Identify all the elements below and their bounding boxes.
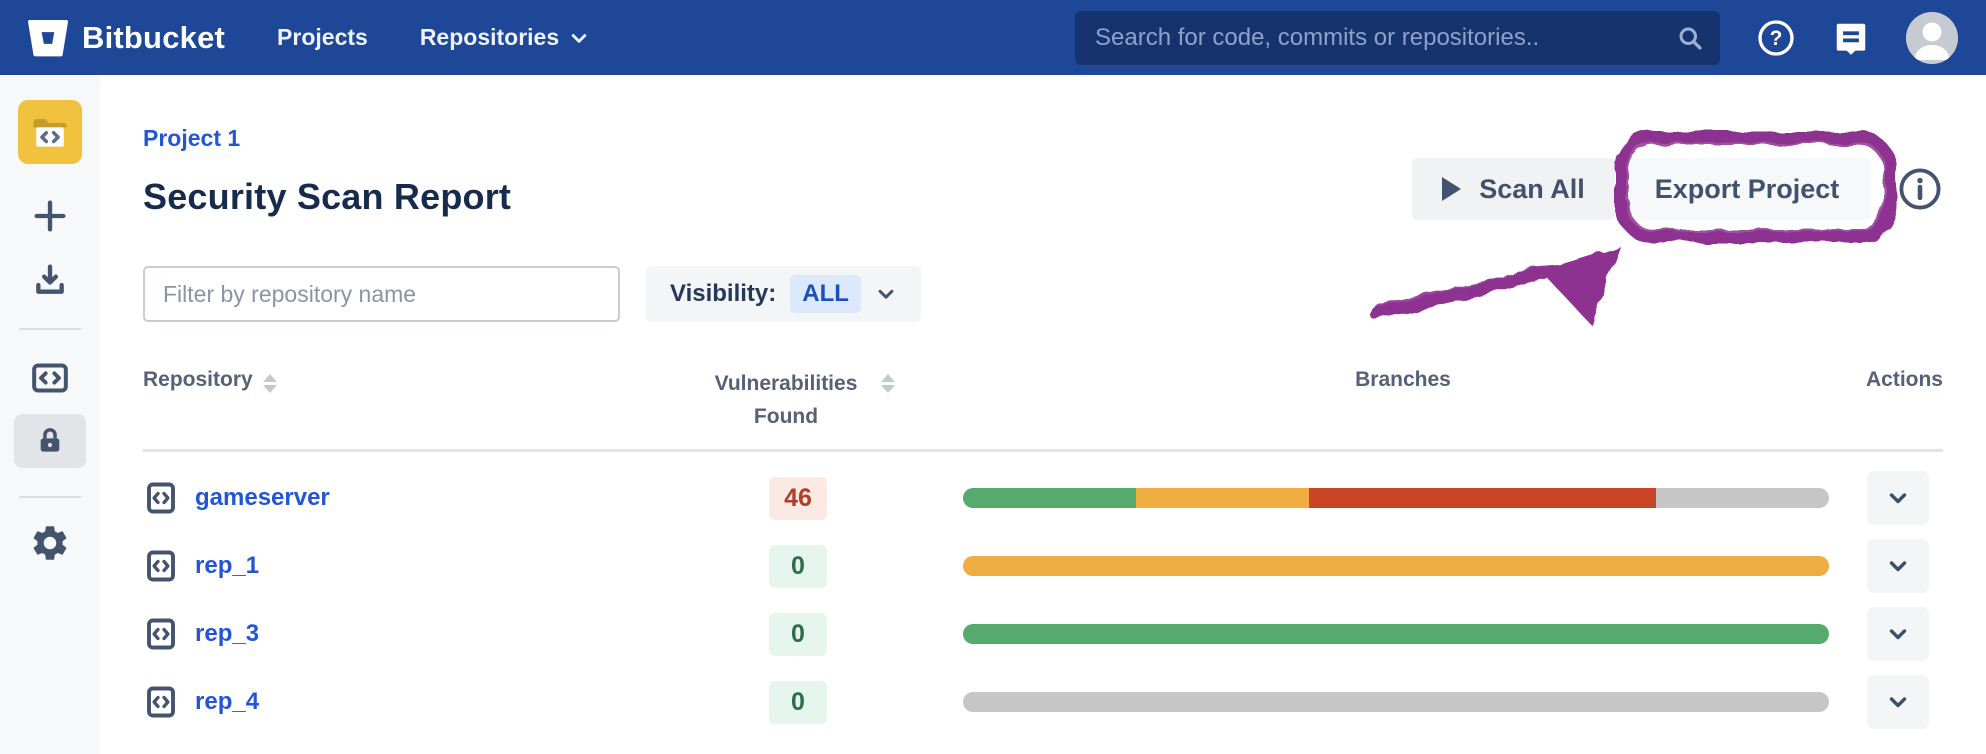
repo-code-icon — [147, 550, 175, 582]
nav-projects[interactable]: Projects — [277, 24, 368, 50]
repo-link[interactable]: gameserver — [195, 484, 330, 512]
bitbucket-logo-icon — [28, 19, 68, 56]
brand-name: Bitbucket — [82, 19, 226, 55]
vulnerability-count-badge: 46 — [769, 476, 827, 520]
chevron-down-icon — [571, 33, 587, 43]
filter-bar: Visibility: ALL — [143, 266, 1943, 322]
vulnerability-count-badge: 0 — [769, 612, 827, 656]
repository-table: Repository Vulnerabilities Found Branche… — [143, 368, 1943, 736]
sidebar-item-security[interactable] — [14, 414, 86, 468]
row-actions-button[interactable] — [1867, 539, 1929, 594]
project-avatar-icon[interactable] — [18, 100, 82, 164]
main-content: Project 1 Security Scan Report Scan All … — [100, 75, 1986, 754]
table-row: rep_3 0 — [143, 600, 1943, 668]
row-actions-button[interactable] — [1867, 607, 1929, 662]
chevron-down-icon — [878, 289, 894, 299]
breadcrumb-project-link[interactable]: Project 1 — [143, 125, 241, 151]
chevron-down-icon — [1889, 697, 1907, 708]
branch-status-bar — [963, 556, 1829, 577]
branch-status-bar — [963, 692, 1829, 713]
chevron-down-icon — [1889, 561, 1907, 572]
branch-status-bar — [963, 488, 1829, 509]
col-vulnerabilities[interactable]: Vulnerabilities Found — [633, 368, 963, 433]
chevron-down-icon — [1889, 629, 1907, 640]
play-icon — [1442, 177, 1462, 201]
branch-status-bar — [963, 624, 1829, 645]
col-repository[interactable]: Repository — [143, 368, 633, 393]
search-input[interactable] — [1095, 23, 1676, 52]
settings-gear-icon[interactable] — [29, 522, 71, 564]
sidebar-divider — [19, 328, 81, 330]
create-plus-icon[interactable] — [30, 196, 70, 236]
visibility-value: ALL — [790, 275, 861, 313]
repo-link[interactable]: rep_3 — [195, 620, 260, 648]
lock-icon — [40, 428, 60, 452]
export-project-button[interactable]: Export Project — [1623, 158, 1871, 220]
primary-nav: Projects Repositories — [277, 24, 589, 51]
table-header-row: Repository Vulnerabilities Found Branche… — [143, 368, 1943, 453]
vulnerability-count-badge: 0 — [769, 680, 827, 724]
feedback-icon[interactable] — [1832, 19, 1870, 57]
repo-link[interactable]: rep_1 — [195, 552, 260, 580]
row-actions-button[interactable] — [1867, 675, 1929, 730]
download-icon[interactable] — [30, 260, 70, 300]
row-actions-button[interactable] — [1867, 471, 1929, 526]
table-row: gameserver 46 — [143, 464, 1943, 532]
navbar-right: ? — [1075, 10, 1958, 65]
repository-filter-input[interactable] — [143, 266, 620, 322]
table-row: rep_4 0 — [143, 668, 1943, 736]
svg-text:?: ? — [1770, 27, 1783, 50]
global-search[interactable] — [1075, 10, 1720, 65]
user-avatar[interactable] — [1906, 11, 1958, 64]
code-icon[interactable] — [30, 358, 70, 398]
top-navbar: Bitbucket Projects Repositories ? — [0, 0, 1986, 75]
info-icon[interactable] — [1897, 166, 1943, 212]
sidebar-divider — [19, 496, 81, 498]
scan-all-button[interactable]: Scan All — [1412, 158, 1615, 220]
repo-code-icon — [147, 482, 175, 514]
sort-icon[interactable] — [262, 374, 277, 393]
repo-link[interactable]: rep_4 — [195, 688, 260, 716]
visibility-dropdown[interactable]: Visibility: ALL — [646, 266, 921, 322]
help-icon[interactable]: ? — [1756, 18, 1796, 58]
repo-code-icon — [147, 618, 175, 650]
search-icon[interactable] — [1676, 24, 1704, 52]
col-branches: Branches — [1355, 368, 1451, 391]
table-row: rep_1 0 — [143, 532, 1943, 600]
page-title: Security Scan Report — [143, 176, 512, 217]
repo-code-icon — [147, 686, 175, 718]
header-actions: Scan All Export Project — [1412, 158, 1943, 220]
bitbucket-home-link[interactable]: Bitbucket — [28, 18, 225, 58]
chevron-down-icon — [1889, 493, 1907, 504]
vulnerability-count-badge: 0 — [769, 544, 827, 588]
col-actions: Actions — [1865, 368, 1943, 391]
sort-icon[interactable] — [881, 374, 895, 433]
left-sidebar — [0, 75, 100, 754]
nav-repositories[interactable]: Repositories — [420, 24, 589, 51]
